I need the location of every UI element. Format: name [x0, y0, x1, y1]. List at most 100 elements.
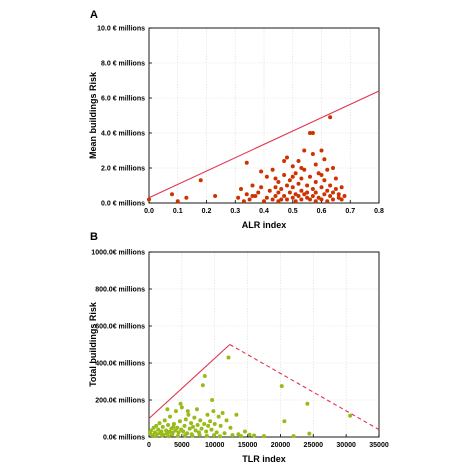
x-tick-label: 0.3	[230, 208, 240, 215]
data-point	[192, 415, 197, 420]
data-point	[147, 197, 151, 202]
data-point	[195, 422, 200, 427]
data-point	[205, 412, 210, 417]
data-point	[325, 167, 330, 172]
data-point	[296, 194, 301, 198]
data-point	[167, 429, 172, 434]
data-point	[270, 167, 275, 172]
data-point	[250, 183, 255, 188]
data-point	[333, 176, 338, 181]
data-point	[256, 190, 261, 195]
data-point	[190, 433, 195, 438]
data-point	[328, 194, 333, 198]
data-point	[319, 197, 324, 202]
data-point	[210, 398, 215, 402]
data-point	[290, 164, 295, 169]
data-point	[242, 429, 247, 434]
x-tick-label: 0.2	[202, 208, 212, 215]
dashed-threshold-line	[229, 344, 380, 431]
data-point	[285, 197, 289, 202]
data-point	[325, 188, 330, 193]
chart-panel-a: A 0.0 0.1 0.2 0.3 0.4 0.5 0.6 0.7 0.8 0.0 € millio…	[88, 9, 384, 230]
data-point	[308, 197, 312, 202]
data-point	[259, 169, 264, 174]
data-point	[148, 428, 153, 433]
data-point	[305, 183, 310, 188]
threshold-line	[148, 344, 231, 419]
data-point	[322, 157, 327, 162]
x-tick-label: 0.7	[345, 208, 355, 215]
data-point	[313, 190, 318, 195]
data-point	[156, 427, 161, 432]
data-point	[200, 383, 205, 388]
data-point	[178, 401, 183, 406]
data-point	[308, 131, 312, 135]
data-point	[199, 426, 204, 431]
data-point	[348, 413, 353, 418]
data-point	[333, 187, 338, 191]
data-point	[186, 412, 191, 417]
x-tick-label: 20000	[271, 442, 291, 449]
data-point	[305, 401, 310, 406]
data-point	[313, 199, 318, 204]
data-point	[202, 422, 207, 427]
data-point	[299, 176, 304, 181]
data-point	[222, 431, 227, 436]
x-tick-label: 0.0	[144, 208, 154, 215]
data-point	[319, 173, 324, 177]
data-point	[228, 425, 233, 430]
data-point	[153, 434, 158, 439]
data-point	[154, 423, 159, 428]
x-axis-label: ALR index	[242, 220, 287, 230]
data-point	[212, 422, 217, 427]
data-point	[331, 166, 335, 170]
data-point	[287, 190, 292, 195]
data-point	[290, 185, 295, 190]
data-point	[220, 410, 225, 415]
data-point	[273, 185, 278, 190]
data-point	[279, 197, 284, 202]
data-point	[302, 148, 307, 153]
y-tick-label: 8.0 € millions	[101, 61, 145, 68]
data-point	[216, 414, 221, 419]
data-point	[305, 190, 310, 195]
data-point	[290, 195, 295, 200]
data-point	[224, 418, 229, 423]
x-tick-label: 25000	[304, 442, 324, 449]
data-point	[234, 412, 239, 417]
data-point	[319, 185, 324, 190]
y-tick-label: 600.0€ millions	[95, 324, 145, 331]
data-point	[282, 194, 287, 198]
y-tick-label: 800.0€ millions	[95, 287, 145, 294]
data-point	[276, 180, 281, 184]
data-point	[342, 194, 347, 198]
data-point	[179, 405, 184, 410]
data-point	[239, 187, 243, 191]
data-point	[177, 419, 182, 424]
data-point	[170, 432, 174, 437]
data-point	[305, 195, 310, 200]
data-point	[296, 159, 301, 163]
data-point	[170, 192, 174, 197]
x-tick-label: 0.6	[317, 208, 327, 215]
data-point	[212, 433, 217, 438]
data-point	[310, 187, 315, 191]
data-point	[299, 188, 304, 193]
data-point	[213, 194, 218, 198]
panel-letter: B	[90, 231, 98, 243]
data-point	[244, 160, 249, 165]
data-point	[296, 181, 301, 186]
data-point	[252, 433, 257, 438]
data-point	[193, 428, 198, 433]
x-tick-label: 0.4	[259, 208, 269, 215]
data-point	[230, 433, 235, 438]
data-point	[175, 433, 180, 438]
data-point	[331, 190, 335, 195]
data-point	[166, 434, 171, 439]
data-point	[316, 171, 321, 176]
data-point	[273, 194, 278, 198]
data-point	[262, 199, 266, 204]
y-tick-label: 6.0 € millions	[101, 96, 145, 103]
data-point	[160, 433, 165, 438]
